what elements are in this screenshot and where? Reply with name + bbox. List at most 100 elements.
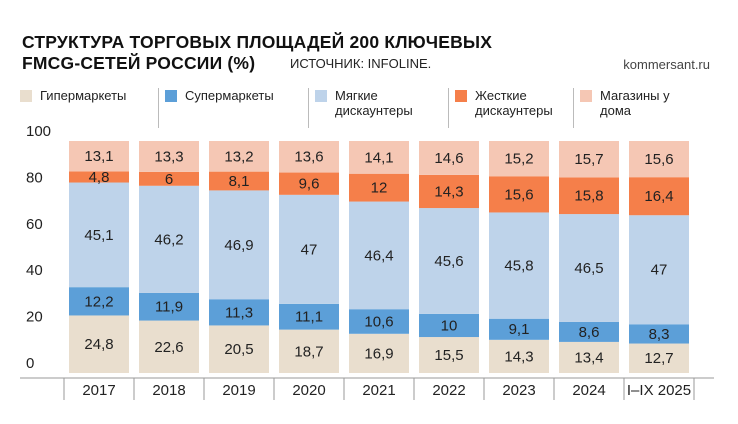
bar-segment: [279, 303, 339, 330]
bar-segment: [559, 214, 619, 322]
value-label: 22,6: [154, 339, 183, 356]
value-label: 16,4: [644, 188, 673, 205]
bar-segment: [209, 171, 269, 191]
legend-label: Мягкие дискаунтеры: [335, 88, 413, 118]
x-tick-label: 2023: [502, 382, 535, 399]
value-label: 47: [301, 241, 318, 258]
bar-segment: [209, 299, 269, 326]
x-tick-label: 2020: [292, 382, 325, 399]
value-label: 15,7: [574, 151, 603, 168]
value-label: 9,1: [509, 321, 530, 338]
bar-segment: [489, 212, 549, 319]
chart-title: СТРУКТУРА ТОРГОВЫХ ПЛОЩАДЕЙ 200 КЛЮЧЕВЫХ…: [22, 32, 492, 74]
value-label: 46,5: [574, 260, 603, 277]
bar-segment: [419, 174, 479, 209]
value-label: 12,7: [644, 350, 673, 367]
bar-segment: [139, 141, 199, 172]
bar-segment: [69, 287, 129, 316]
value-label: 24,8: [84, 336, 113, 353]
y-tick-label: 0: [26, 355, 34, 372]
bar-segment: [559, 321, 619, 342]
value-label: 13,2: [224, 148, 253, 165]
bar-segment: [209, 190, 269, 300]
bar-segment: [629, 324, 689, 344]
y-tick-label: 20: [26, 309, 43, 326]
legend-label: Супермаркеты: [185, 88, 274, 103]
value-label: 9,6: [299, 176, 320, 193]
y-tick-label: 80: [26, 169, 43, 186]
bar-segment: [489, 176, 549, 213]
bar-segment: [419, 313, 479, 338]
bar-segment: [629, 141, 689, 178]
bar-segment: [419, 337, 479, 373]
legend-swatch: [20, 90, 32, 102]
bar-segment: [139, 320, 199, 373]
value-label: 11,1: [295, 309, 323, 326]
value-label: 13,3: [154, 148, 183, 165]
value-label: 13,4: [574, 349, 603, 366]
value-label: 46,4: [364, 247, 393, 264]
bar-segment: [629, 343, 689, 373]
brand: kommersant.ru: [623, 57, 710, 72]
bar-segment: [349, 309, 409, 334]
value-label: 14,3: [434, 183, 463, 200]
legend-label: Магазины у дома: [600, 88, 670, 118]
value-label: 11,3: [225, 304, 253, 321]
bar-segment: [559, 141, 619, 178]
bar-segment: [489, 339, 549, 373]
bar-segment: [489, 141, 549, 177]
legend-swatch: [315, 90, 327, 102]
bar-segment: [139, 185, 199, 293]
legend-item: Мягкие дискаунтеры: [308, 88, 448, 128]
value-label: 16,9: [364, 345, 393, 362]
value-label: 20,5: [224, 341, 253, 358]
value-label: 8,1: [229, 173, 250, 190]
bar-segment: [209, 141, 269, 172]
title-line: FMCG-СЕТЕЙ РОССИИ (%): [22, 53, 256, 73]
bar-segment: [629, 215, 689, 325]
bar-segment: [139, 292, 199, 321]
bar-segment: [349, 141, 409, 174]
bar-segment: [419, 141, 479, 175]
bar-segment: [69, 141, 129, 172]
value-label: 15,8: [574, 188, 603, 205]
x-tick-label: 2022: [432, 382, 465, 399]
value-label: 46,9: [224, 237, 253, 254]
legend: Гипермаркеты Супермаркеты Мягкие дискаунте…: [20, 88, 698, 128]
bar-segment: [629, 177, 689, 216]
bar-segment: [559, 177, 619, 215]
value-label: 10: [441, 317, 458, 334]
y-tick-label: 100: [26, 123, 51, 140]
value-label: 45,1: [84, 227, 113, 244]
value-label: 14,3: [504, 348, 533, 365]
bar-segment: [209, 325, 269, 373]
value-label: 14,1: [364, 149, 393, 166]
value-label: 13,1: [84, 148, 113, 165]
value-label: 47: [651, 262, 668, 279]
value-label: 45,6: [434, 253, 463, 270]
bar-segment: [279, 194, 339, 304]
value-label: 46,2: [154, 231, 183, 248]
value-label: 14,6: [434, 150, 463, 167]
bar-segment: [489, 318, 549, 340]
value-label: 11,9: [155, 299, 183, 316]
bar-segment: [349, 173, 409, 202]
x-tick-label: I–IX 2025: [627, 382, 691, 399]
value-label: 8,6: [579, 324, 600, 341]
value-label: 15,6: [644, 151, 673, 168]
bar-segment: [279, 329, 339, 373]
bar-segment: [419, 208, 479, 314]
value-label: 12: [371, 180, 388, 197]
legend-item: Жесткие дискаунтеры: [448, 88, 573, 128]
legend-item: Супермаркеты: [158, 88, 308, 128]
legend-swatch: [455, 90, 467, 102]
legend-label: Жесткие дискаунтеры: [475, 88, 553, 118]
bar-segment: [279, 141, 339, 173]
legend-swatch: [580, 90, 592, 102]
value-label: 15,5: [434, 347, 463, 364]
bar-segment: [279, 172, 339, 195]
value-label: 12,2: [84, 293, 113, 310]
value-label: 15,6: [504, 186, 533, 203]
